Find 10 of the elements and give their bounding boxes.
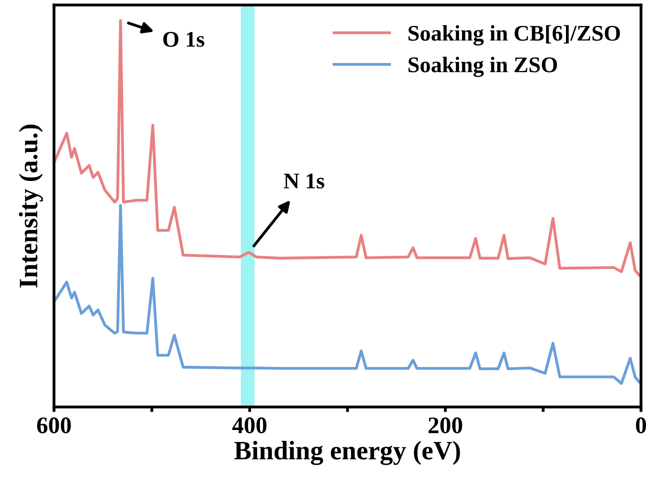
x-axis-title: Binding energy (eV) (234, 440, 460, 466)
y-axis-title: Intensity (a.u.) (18, 124, 43, 288)
legend-label: Soaking in CB[6]/ZSO (408, 25, 620, 46)
annotation: N 1s (284, 174, 324, 189)
legend-label: Soaking in ZSO (408, 56, 557, 78)
x-tick-label: 200 (428, 417, 462, 434)
x-tick-label: 600 (37, 417, 71, 434)
x-tick-label: 0 (636, 417, 646, 434)
annotation: O 1s (163, 32, 204, 47)
x-tick-label: 400 (232, 417, 266, 434)
